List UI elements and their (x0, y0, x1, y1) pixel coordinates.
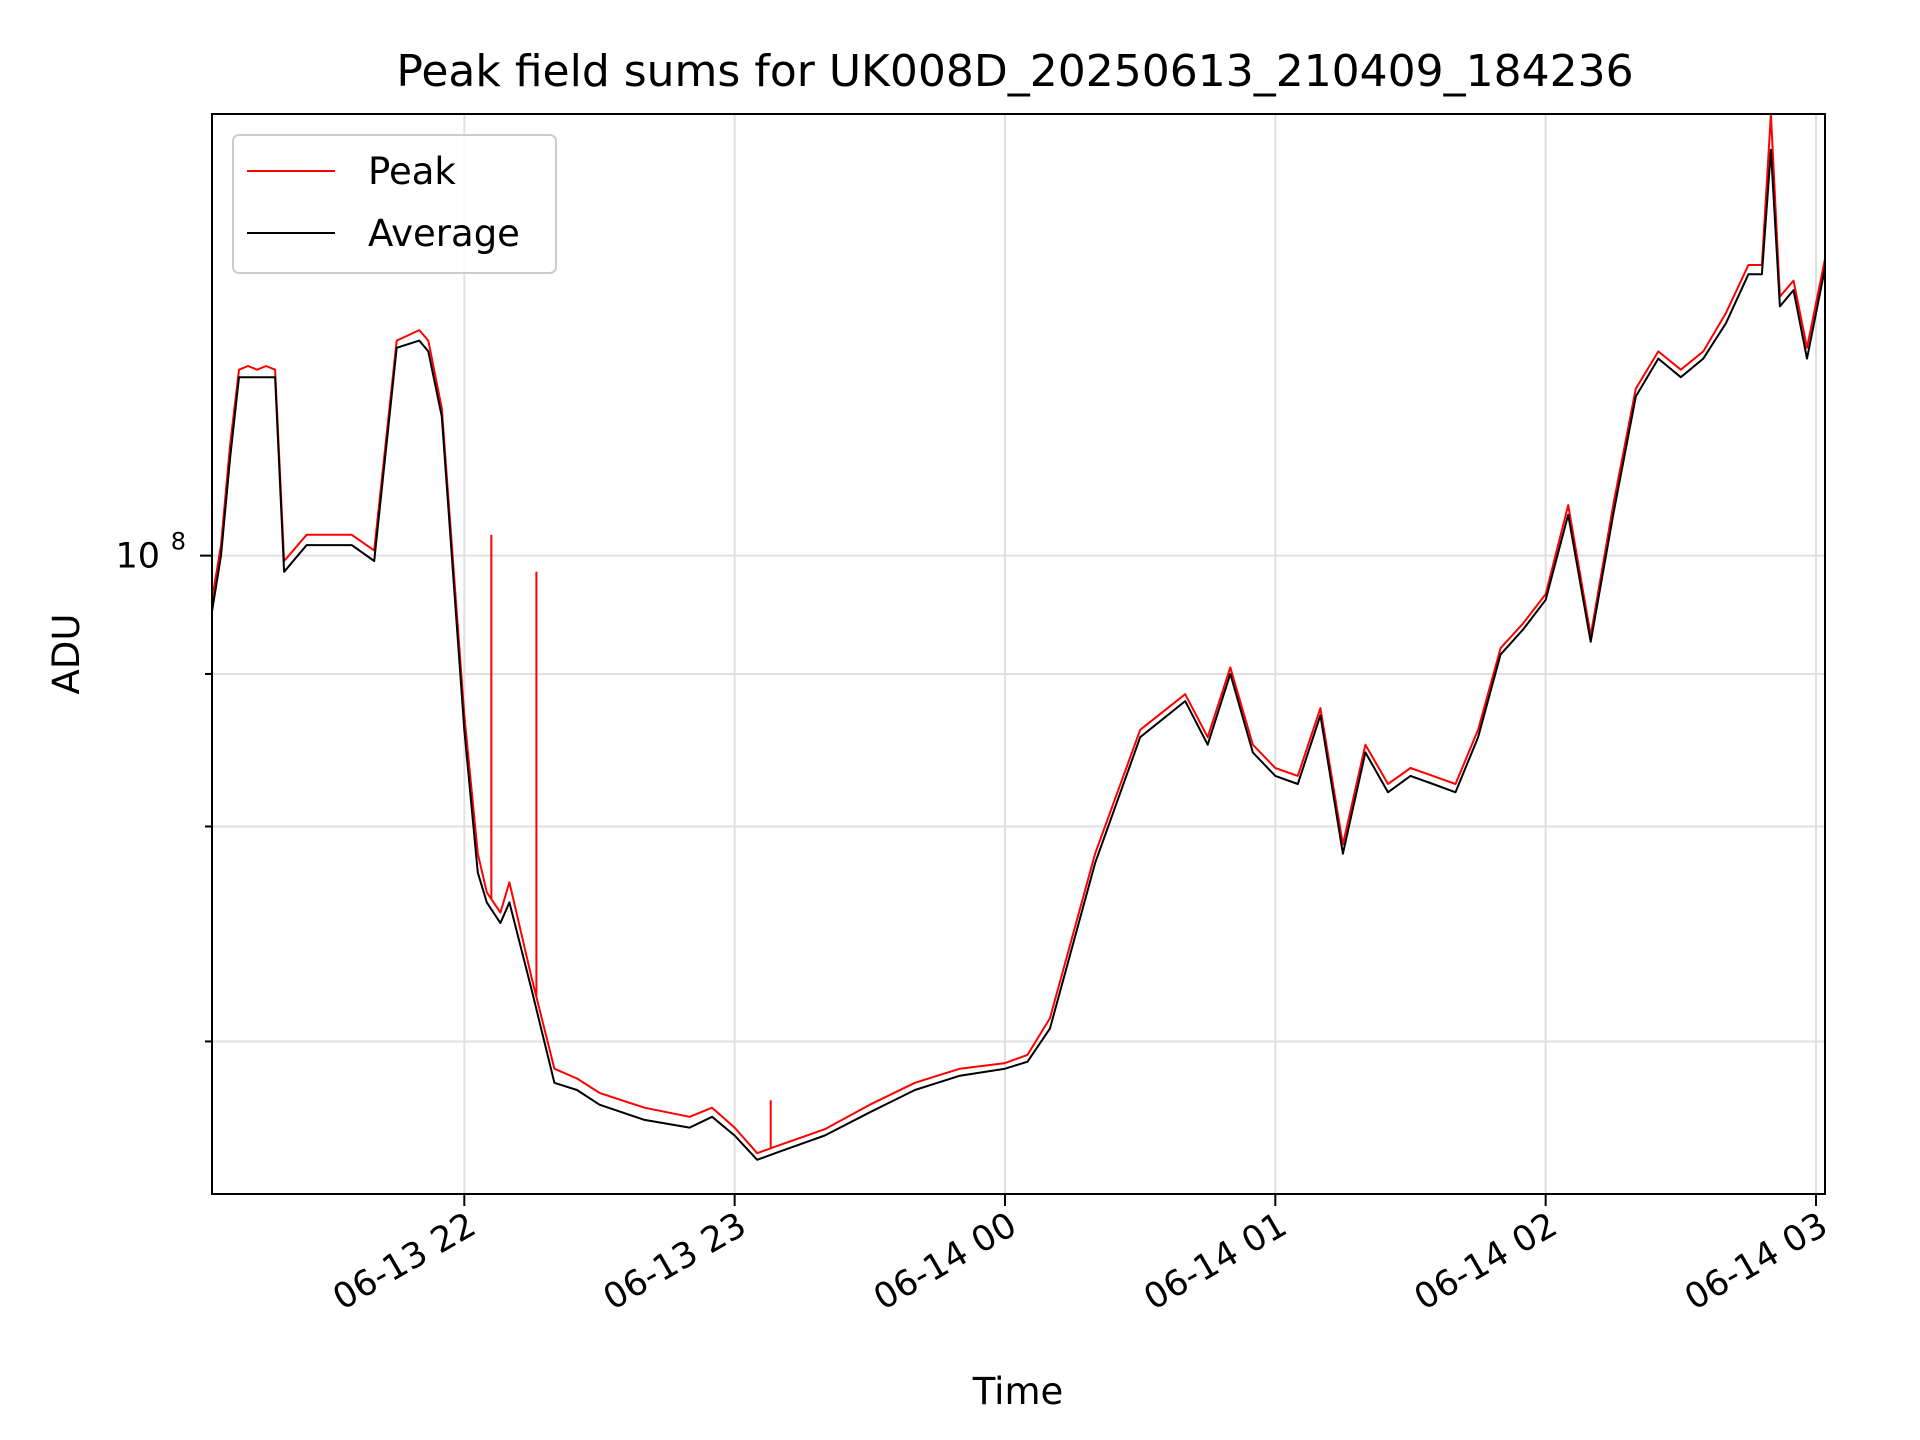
legend: Peak Average (232, 134, 557, 274)
plot-frame (211, 113, 1826, 1195)
series-line-average (211, 148, 1826, 1161)
legend-label-peak: Peak (368, 150, 456, 193)
legend-box (232, 134, 557, 274)
chart-title: Peak field sums for UK008D_20250613_2104… (396, 46, 1633, 97)
x-axis-label: Time (972, 1370, 1064, 1413)
y-axis-label: ADU (45, 614, 88, 695)
series-line-peak (211, 113, 1826, 1155)
y-tick-exponent: 8 (171, 528, 186, 556)
legend-label-average: Average (368, 212, 520, 255)
y-tick-label: 10 (115, 537, 160, 577)
plot-lines (211, 113, 1826, 1161)
y-axis: 10 8 (115, 528, 212, 1043)
